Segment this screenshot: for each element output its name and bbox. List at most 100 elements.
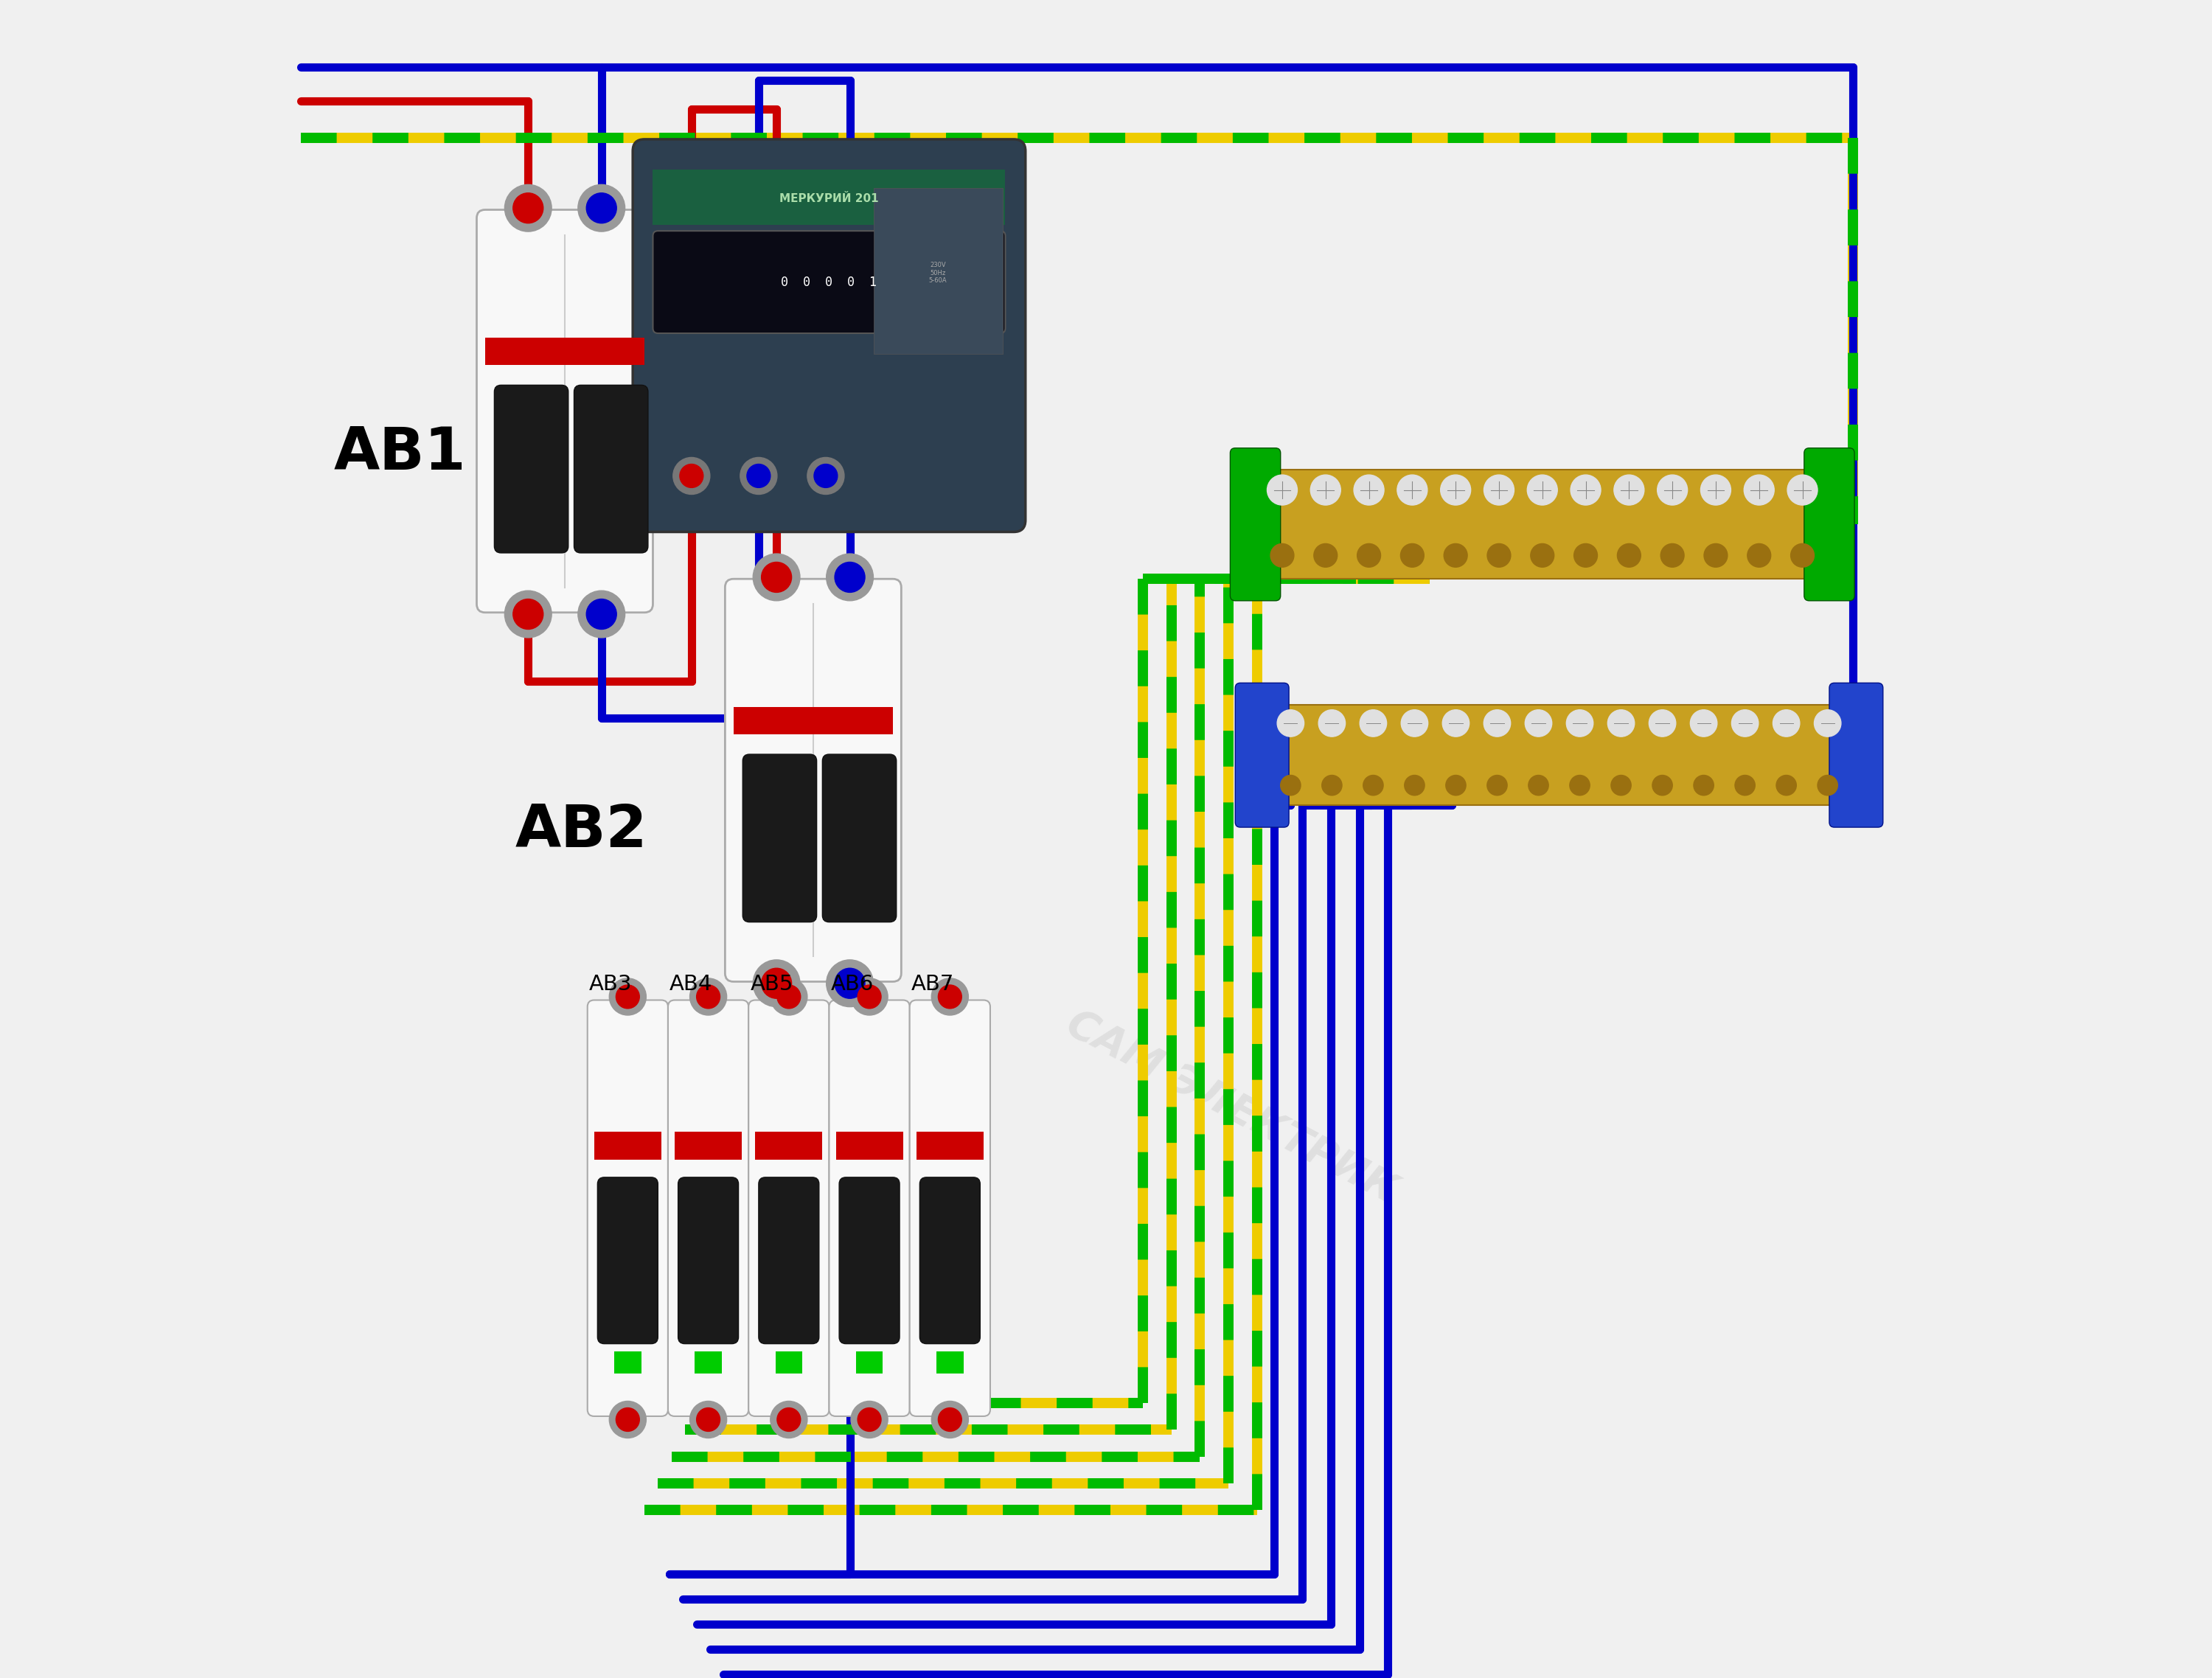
Circle shape [1776, 775, 1796, 795]
Bar [595, 1131, 661, 1159]
Circle shape [608, 1401, 646, 1438]
Bar [920, 1010, 987, 1413]
Bar [838, 1010, 907, 1413]
Circle shape [615, 985, 639, 1008]
Circle shape [752, 554, 801, 601]
Circle shape [1524, 710, 1553, 737]
Bar [491, 223, 650, 609]
Circle shape [1358, 544, 1380, 567]
Circle shape [697, 1408, 721, 1431]
Bar [675, 1131, 741, 1159]
Bar [1265, 470, 1818, 579]
Circle shape [697, 985, 721, 1008]
Circle shape [1314, 544, 1338, 567]
Circle shape [1694, 775, 1714, 795]
FancyBboxPatch shape [823, 755, 896, 923]
Circle shape [1701, 475, 1730, 505]
FancyBboxPatch shape [478, 210, 653, 612]
Bar [916, 1131, 984, 1159]
Circle shape [852, 978, 887, 1015]
Bar [734, 706, 894, 733]
FancyBboxPatch shape [588, 1000, 668, 1416]
Circle shape [1442, 710, 1469, 737]
Circle shape [577, 591, 626, 638]
Circle shape [1267, 475, 1296, 505]
FancyBboxPatch shape [830, 1000, 909, 1416]
Circle shape [615, 1408, 639, 1431]
Circle shape [672, 458, 710, 495]
Circle shape [1772, 710, 1801, 737]
Circle shape [1608, 710, 1635, 737]
Circle shape [1526, 475, 1557, 505]
Circle shape [1486, 775, 1506, 795]
Bar [739, 592, 898, 978]
FancyBboxPatch shape [597, 1178, 657, 1344]
Circle shape [1531, 544, 1555, 567]
Circle shape [1484, 710, 1511, 737]
Circle shape [1447, 775, 1467, 795]
Bar [754, 1131, 823, 1159]
Text: АВ6: АВ6 [832, 973, 874, 995]
Circle shape [1571, 775, 1590, 795]
Circle shape [1400, 710, 1429, 737]
Circle shape [1566, 710, 1593, 737]
Bar [597, 1010, 664, 1413]
Circle shape [1310, 475, 1340, 505]
Circle shape [1732, 710, 1759, 737]
FancyBboxPatch shape [1829, 683, 1882, 827]
FancyBboxPatch shape [575, 386, 648, 554]
Circle shape [1363, 775, 1382, 795]
Text: АВ7: АВ7 [911, 973, 953, 995]
Circle shape [827, 554, 874, 601]
Circle shape [814, 465, 838, 488]
FancyBboxPatch shape [1230, 448, 1281, 601]
Circle shape [513, 193, 544, 223]
Circle shape [1657, 475, 1688, 505]
Circle shape [1652, 775, 1672, 795]
Circle shape [1400, 544, 1425, 567]
Circle shape [1398, 475, 1427, 505]
Text: АВ3: АВ3 [588, 973, 633, 995]
Circle shape [1281, 775, 1301, 795]
Bar [653, 159, 1022, 529]
Bar [836, 1131, 902, 1159]
Bar [695, 1351, 721, 1373]
Bar [1274, 705, 1845, 805]
FancyBboxPatch shape [909, 1000, 991, 1416]
Text: 230V
50Hz
5-60A: 230V 50Hz 5-60A [929, 262, 947, 284]
Circle shape [748, 465, 770, 488]
FancyBboxPatch shape [668, 1000, 748, 1416]
Circle shape [834, 968, 865, 998]
Circle shape [1360, 710, 1387, 737]
Circle shape [690, 1401, 728, 1438]
Circle shape [1323, 775, 1343, 795]
Text: АВ4: АВ4 [670, 973, 712, 995]
FancyBboxPatch shape [743, 755, 816, 923]
Circle shape [586, 193, 617, 223]
Circle shape [679, 465, 703, 488]
Text: 0  0  0  0  1: 0 0 0 0 1 [781, 275, 876, 289]
FancyBboxPatch shape [679, 1178, 739, 1344]
Circle shape [1648, 710, 1677, 737]
Bar [759, 1010, 825, 1413]
Circle shape [504, 591, 551, 638]
Circle shape [741, 458, 776, 495]
FancyBboxPatch shape [838, 1178, 900, 1344]
Text: АВ1: АВ1 [334, 425, 467, 482]
Bar [776, 1351, 803, 1373]
Circle shape [1610, 775, 1630, 795]
Circle shape [770, 978, 807, 1015]
Circle shape [761, 562, 792, 592]
Circle shape [1405, 775, 1425, 795]
Circle shape [1486, 544, 1511, 567]
Circle shape [1818, 775, 1838, 795]
Circle shape [834, 562, 865, 592]
Text: САМ ЭЛЕКТРИК: САМ ЭЛЕКТРИК [1060, 1003, 1405, 1212]
Circle shape [1703, 544, 1728, 567]
Circle shape [608, 978, 646, 1015]
Text: АВ2: АВ2 [515, 802, 648, 859]
Bar [936, 1351, 964, 1373]
Circle shape [761, 968, 792, 998]
Circle shape [1270, 544, 1294, 567]
FancyBboxPatch shape [726, 579, 900, 982]
